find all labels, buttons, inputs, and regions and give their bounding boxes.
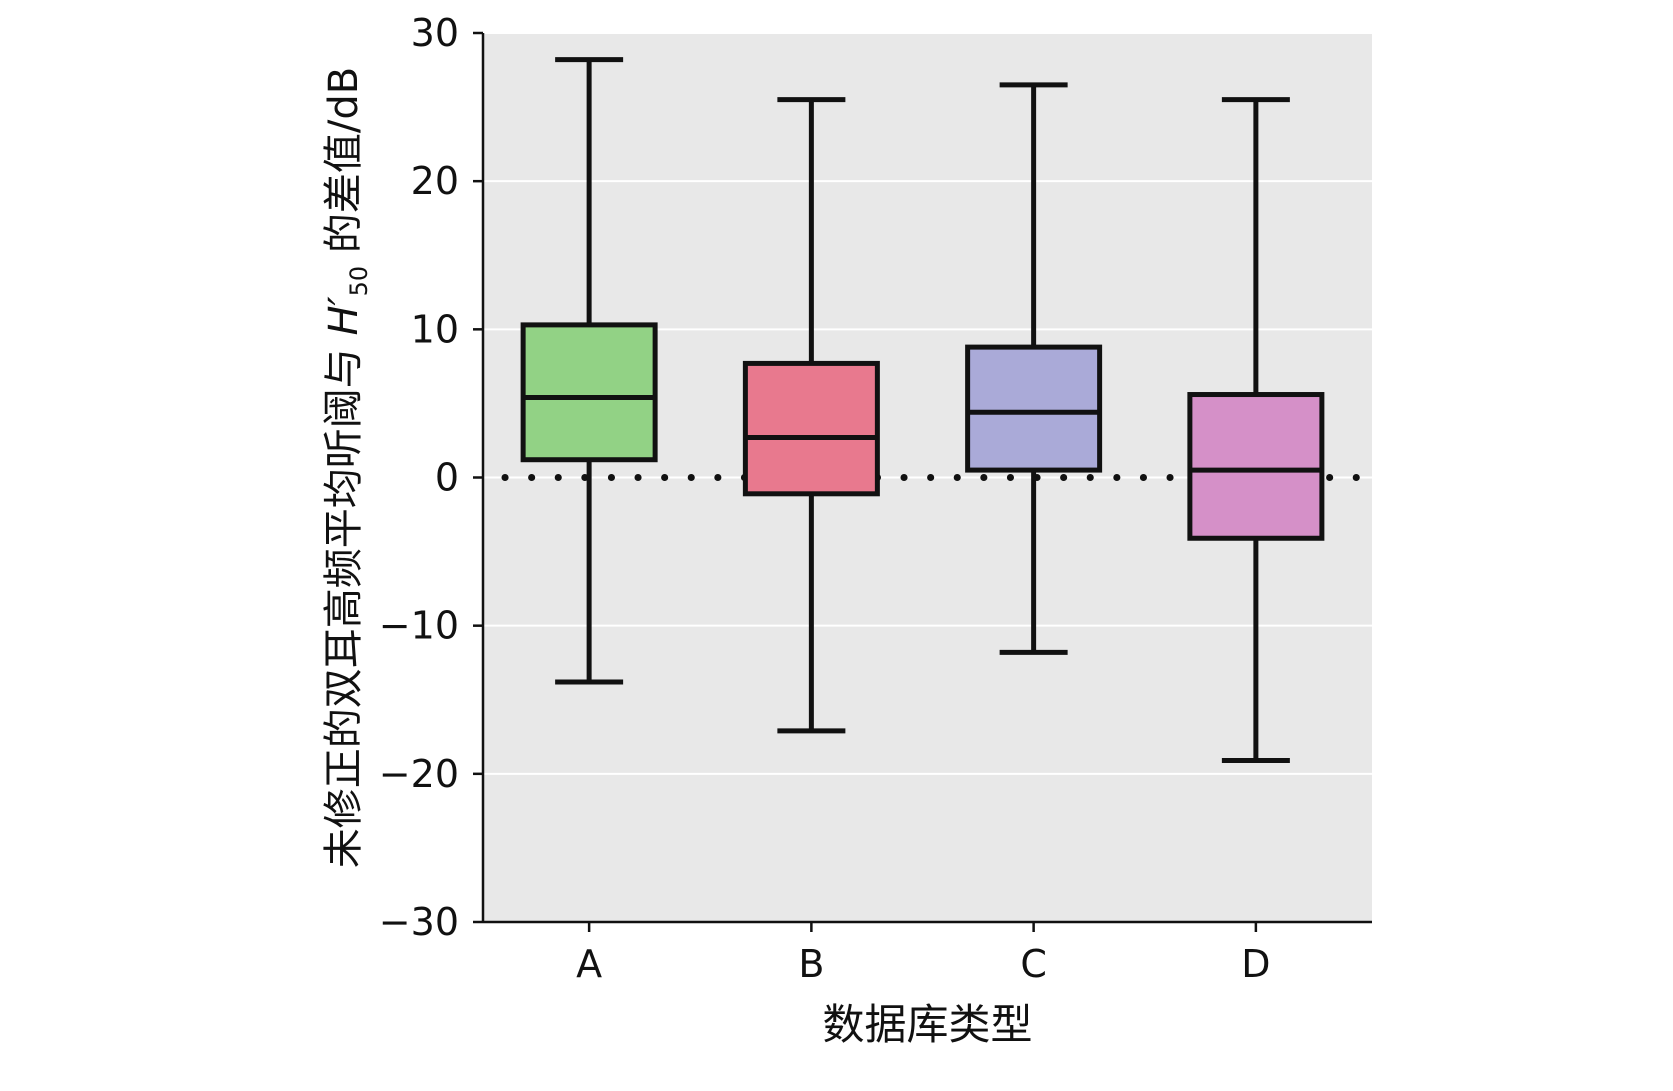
y-axis-title-variable: H′ <box>321 296 367 335</box>
x-ticks: A B C D <box>576 922 1271 986</box>
iqr-box <box>520 322 658 463</box>
y-axis-title-subscript: 50 <box>345 266 373 297</box>
iqr-box <box>1187 392 1325 541</box>
boxes <box>520 57 1325 763</box>
x-tick-label: B <box>798 942 824 986</box>
box-B <box>742 97 880 734</box>
y-ticks: 30 20 10 0 −10 −20 −30 <box>379 11 483 944</box>
x-tick-label: C <box>1020 942 1047 986</box>
y-axis-title-prefix: 未修正的双耳高频平均听阈与 <box>321 336 367 869</box>
x-tick-label: D <box>1241 942 1270 986</box>
box-D <box>1187 97 1325 763</box>
y-tick-label: 10 <box>411 307 459 351</box>
box-C <box>965 82 1103 655</box>
y-axis-title-suffix: 的差值/dB <box>321 67 367 266</box>
y-tick-label: 0 <box>435 456 459 500</box>
x-tick-label: A <box>576 942 602 986</box>
y-tick-label: −30 <box>379 900 459 944</box>
y-axis-title: 未修正的双耳高频平均听阈与 H′50 的差值/dB <box>321 67 373 868</box>
y-tick-label: −20 <box>379 752 459 796</box>
y-tick-label: 20 <box>411 159 459 203</box>
y-tick-label: −10 <box>379 604 459 648</box>
y-tick-label: 30 <box>411 11 459 55</box>
x-axis-title: 数据库类型 <box>822 1000 1032 1049</box>
box-A <box>520 57 658 685</box>
iqr-box <box>742 360 880 497</box>
iqr-box <box>965 344 1103 473</box>
